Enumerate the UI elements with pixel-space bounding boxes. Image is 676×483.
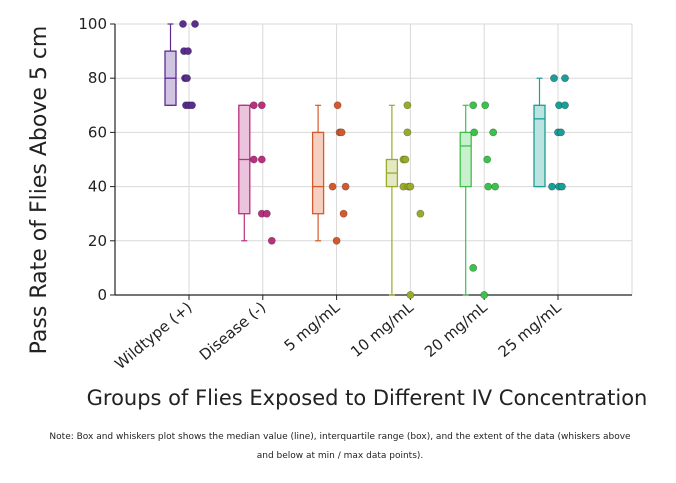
box-2 (238, 104, 251, 242)
data-point (403, 128, 412, 137)
data-point (561, 74, 569, 83)
iqr-box (311, 131, 325, 215)
box-6 (533, 77, 546, 188)
data-point (333, 101, 342, 110)
data-points (179, 20, 569, 299)
box-plot-chart: 0 20 40 60 80 100 Wildtype (+) Disease (-) 5 mg/… (27, 15, 647, 410)
data-point (484, 182, 493, 191)
box-series (164, 23, 546, 296)
points-3 (328, 101, 350, 245)
axis-labels: Pass Rate of Flies Above 5 cm Groups of … (27, 26, 647, 410)
footnote: Note: Box and whiskers plot shows the me… (20, 428, 660, 466)
data-point (489, 128, 498, 137)
points-2 (249, 101, 276, 245)
x-axis-label: Groups of Flies Exposed to Different IV … (87, 386, 648, 410)
y-tick-label: 20 (88, 232, 107, 250)
points-6 (548, 74, 569, 191)
data-point (341, 182, 350, 191)
y-axis-label: Pass Rate of Flies Above 5 cm (27, 26, 52, 355)
data-point (249, 101, 258, 110)
data-point (416, 209, 425, 218)
data-point (550, 74, 558, 83)
data-point (406, 182, 415, 191)
box-5 (459, 104, 472, 296)
y-tick-label: 0 (97, 286, 107, 304)
iqr-box (533, 104, 546, 188)
x-tick-label: 10 mg/mL (347, 298, 417, 361)
iqr-box (459, 131, 472, 188)
x-tick-label: 25 mg/mL (495, 298, 565, 361)
box-1 (164, 23, 177, 106)
data-point (483, 155, 492, 164)
data-point (262, 209, 271, 218)
x-tick-label: Disease (-) (196, 298, 270, 364)
data-point (188, 101, 196, 110)
data-point (337, 128, 346, 137)
box-4 (385, 104, 399, 296)
data-point (470, 128, 479, 137)
data-point (557, 128, 565, 137)
x-tick-label: 5 mg/mL (281, 298, 344, 355)
data-point (249, 155, 258, 164)
data-point (328, 182, 337, 191)
data-point (191, 20, 199, 28)
points-5 (469, 101, 500, 299)
data-point (267, 236, 276, 245)
data-point (184, 47, 192, 55)
footnote-line-2: and below at min / max data points). (256, 451, 424, 461)
data-point (469, 263, 478, 272)
data-point (406, 291, 415, 299)
points-4 (399, 101, 425, 299)
data-point (469, 101, 478, 110)
data-point (480, 291, 489, 299)
axes: 0 20 40 60 80 100 Wildtype (+) Disease (-) 5 mg/… (78, 15, 632, 373)
y-tick-label: 40 (88, 178, 107, 196)
y-tick-label: 80 (88, 69, 107, 87)
box-3 (311, 104, 325, 242)
grid-lines (115, 23, 633, 296)
data-point (339, 209, 348, 218)
data-point (179, 20, 187, 28)
data-point (561, 101, 569, 110)
data-point (332, 236, 341, 245)
x-tick-label: Wildtype (+) (111, 298, 195, 373)
data-point (257, 155, 266, 164)
data-point (481, 101, 490, 110)
data-point (401, 155, 410, 164)
data-point (183, 74, 191, 83)
y-tick-label: 100 (78, 15, 107, 33)
data-point (257, 101, 266, 110)
points-1 (179, 20, 199, 110)
y-tick-label: 60 (88, 123, 107, 141)
footnote-line-1: Note: Box and whiskers plot shows the me… (49, 432, 631, 442)
data-point (548, 182, 556, 191)
data-point (403, 101, 412, 110)
data-point (558, 182, 566, 191)
data-point (491, 182, 500, 191)
x-tick-label: 20 mg/mL (421, 298, 491, 361)
